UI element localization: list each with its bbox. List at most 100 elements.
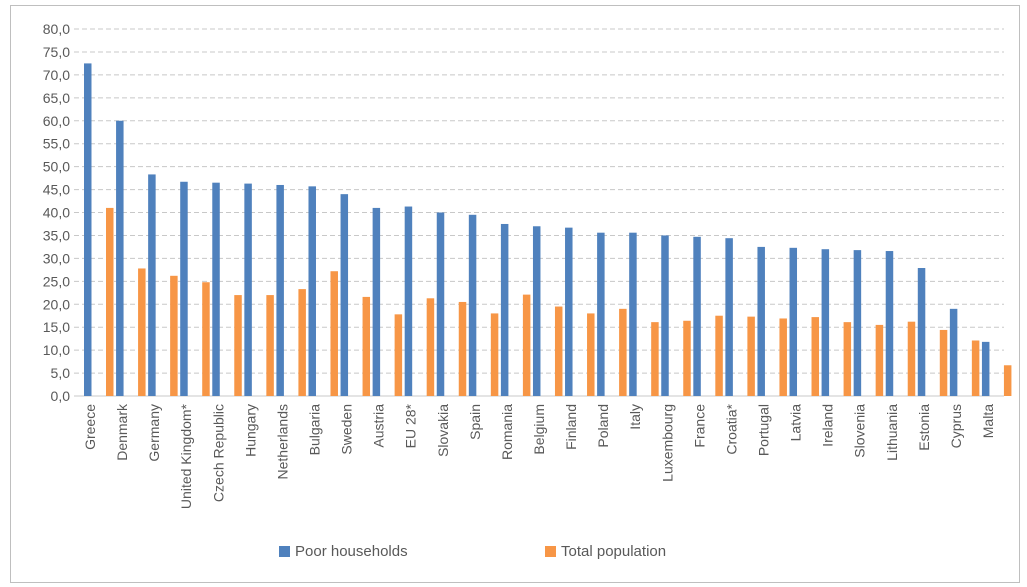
bar-total-population [747, 316, 755, 396]
bar-poor-households [308, 186, 316, 396]
bar-total-population [426, 298, 435, 396]
y-tick-label: 80,0 [43, 21, 70, 37]
y-tick-label: 55,0 [43, 136, 70, 152]
bar-poor-households [148, 174, 156, 396]
y-tick-label: 70,0 [43, 67, 70, 83]
bar-poor-households [340, 194, 349, 396]
x-category-label: EU 28* [403, 403, 419, 448]
legend-label: Total population [561, 543, 666, 560]
x-category-label: Cyprus [948, 404, 964, 448]
bar-total-population [458, 301, 467, 396]
bar-total-population [298, 289, 306, 396]
x-category-label: Netherlands [274, 404, 290, 480]
bar-total-population [811, 317, 820, 396]
y-tick-label: 60,0 [43, 113, 70, 129]
chart-frame: 0,0 5,0 10,0 15,0 20,0 25,0 30,0 35,0 40,0 45,0 50… [10, 5, 1020, 583]
bar-poor-households [885, 251, 894, 396]
bar-poor-households [917, 268, 926, 396]
y-axis: 0,0 5,0 10,0 15,0 20,0 25,0 30,0 35,0 40,0 45,0 50… [43, 21, 70, 404]
bar-poor-households [372, 207, 381, 396]
x-category-label: Hungary [242, 404, 258, 457]
bar-total-population [266, 295, 274, 396]
y-tick-label: 65,0 [43, 90, 70, 106]
x-category-label: Slovakia [435, 404, 451, 457]
legend-swatch [545, 546, 556, 557]
bar-poor-households [500, 223, 509, 396]
bar-poor-households [116, 120, 124, 396]
bar-poor-households [532, 226, 541, 396]
y-tick-label: 35,0 [43, 227, 70, 243]
x-category-label: Romania [499, 404, 515, 460]
x-category-label: Denmark [114, 403, 130, 461]
x-category-label: Estonia [916, 404, 932, 451]
x-category-label: Finland [563, 404, 579, 450]
x-category-label: Lithuania [884, 404, 900, 461]
x-category-label: Bulgaria [307, 404, 323, 456]
bar-poor-households [853, 250, 862, 396]
bar-poor-households [661, 235, 669, 396]
x-category-label: Sweden [339, 404, 355, 455]
bar-poor-households [180, 181, 188, 396]
bar-total-population [651, 322, 659, 396]
x-category-label: Malta [980, 404, 996, 438]
bar-poor-households [597, 232, 605, 396]
bar-poor-households [404, 206, 413, 396]
y-tick-label: 30,0 [43, 250, 70, 266]
bar-poor-households [981, 341, 990, 396]
bar-total-population [1003, 365, 1012, 396]
bar-total-population [170, 275, 178, 396]
legend-swatch [279, 546, 290, 557]
bars [84, 63, 1012, 396]
bar-total-population [330, 271, 338, 396]
bar-total-population [619, 308, 627, 396]
x-category-label: Spain [467, 404, 483, 440]
y-tick-label: 15,0 [43, 319, 70, 335]
bar-total-population [939, 329, 948, 396]
x-category-label: Portugal [755, 404, 771, 456]
bar-total-population [522, 294, 531, 396]
x-category-label: Austria [371, 404, 387, 448]
bar-total-population [683, 320, 691, 396]
x-axis: Greece Denmark Germany United Kingdom* Czech… [82, 403, 996, 509]
y-tick-label: 10,0 [43, 342, 70, 358]
bar-poor-households [244, 183, 252, 396]
bar-total-population [587, 313, 595, 396]
bar-total-population [715, 315, 723, 396]
x-category-label: France [691, 404, 707, 448]
bar-total-population [234, 295, 242, 396]
legend-label: Poor households [295, 543, 408, 560]
x-category-label: Latvia [788, 404, 804, 442]
x-category-label: Czech Republic [210, 404, 226, 502]
x-category-label: United Kingdom* [178, 403, 194, 509]
x-category-label: Belgium [531, 404, 547, 455]
bar-poor-households [276, 184, 284, 396]
bar-total-population [779, 318, 787, 396]
y-tick-label: 45,0 [43, 182, 70, 198]
bar-poor-households [725, 238, 733, 396]
x-category-label: Ireland [820, 404, 836, 447]
bar-poor-households [436, 212, 445, 396]
x-category-label: Slovenia [852, 404, 868, 458]
y-tick-label: 5,0 [51, 365, 71, 381]
bar-total-population [907, 321, 916, 396]
bar-total-population [875, 324, 884, 396]
bar-poor-households [565, 227, 573, 396]
bar-poor-households [693, 236, 701, 396]
y-tick-label: 40,0 [43, 205, 70, 221]
x-category-label: Greece [82, 404, 98, 450]
x-category-label: Croatia* [723, 403, 739, 454]
bar-poor-households [629, 232, 637, 396]
y-tick-label: 75,0 [43, 44, 70, 60]
bar-poor-households [821, 249, 830, 396]
bar-poor-households [212, 182, 220, 396]
bar-poor-households [468, 214, 477, 396]
y-tick-label: 25,0 [43, 273, 70, 289]
bar-poor-households [789, 247, 798, 396]
bar-poor-households [84, 63, 92, 396]
bar-total-population [106, 207, 114, 396]
x-category-label: Germany [146, 404, 162, 462]
bar-total-population [362, 296, 371, 396]
bar-total-population [490, 313, 499, 396]
x-category-label: Luxembourg [659, 404, 675, 482]
bar-total-population [843, 322, 852, 396]
